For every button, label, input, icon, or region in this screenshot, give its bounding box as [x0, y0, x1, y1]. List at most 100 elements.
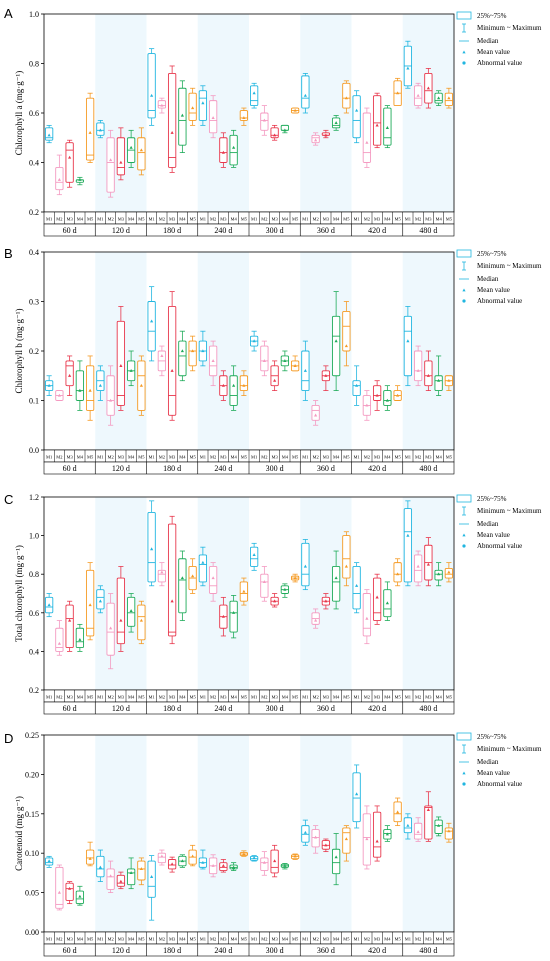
legend-median-label: Median — [477, 758, 499, 766]
y-tick-label: 0.4 — [29, 647, 39, 656]
panel-letter: A — [4, 6, 13, 21]
mean-marker — [221, 614, 225, 618]
box-b-60d-m1 — [44, 375, 54, 396]
iqr-box — [239, 375, 249, 392]
day-label: 180 d — [163, 704, 181, 713]
legend-whisker-label: Minimum ~ Maximum — [477, 507, 542, 515]
treatment-label: M4 — [384, 937, 391, 942]
box-b-240d-m2 — [208, 340, 218, 387]
iqr-box — [372, 811, 382, 858]
box-b-300d-m5 — [290, 355, 300, 372]
treatment-label: M2 — [415, 695, 421, 700]
treatment-label: M1 — [405, 455, 411, 460]
mean-marker — [68, 155, 72, 159]
mean-marker — [160, 854, 164, 858]
mean-marker — [211, 116, 215, 120]
mean-marker — [47, 859, 51, 863]
iqr-box — [85, 569, 95, 637]
treatment-label: M4 — [128, 937, 135, 942]
mean-marker — [437, 572, 441, 576]
legend-mean-swatch — [462, 771, 466, 775]
treatment-label: M5 — [446, 695, 453, 700]
iqr-box — [424, 805, 433, 840]
iqr-box — [65, 604, 74, 648]
box-a-420d-m1 — [352, 90, 361, 144]
box-d-420d-m1 — [352, 764, 361, 829]
box-a-480d-m2 — [413, 82, 423, 109]
day-label: 240 d — [214, 704, 232, 713]
legend-outlier-label: Abnormal value — [477, 297, 522, 305]
mean-marker — [273, 133, 277, 137]
box-d-60d-m1 — [44, 855, 54, 868]
treatment-label: M1 — [97, 217, 103, 222]
treatment-label: M4 — [435, 695, 442, 700]
treatment-label: M3 — [323, 937, 330, 942]
mean-marker — [365, 403, 369, 407]
box-d-240d-m1 — [198, 849, 208, 870]
treatment-label: M5 — [292, 695, 299, 700]
mean-marker — [47, 383, 51, 387]
iqr-box — [116, 137, 126, 176]
mean-marker — [98, 599, 102, 603]
iqr-box — [167, 523, 177, 637]
treatment-label: M5 — [292, 937, 299, 942]
treatment-label: M1 — [97, 695, 103, 700]
mean-marker — [283, 359, 287, 362]
mean-marker — [109, 158, 113, 162]
box-b-60d-m3 — [65, 355, 74, 396]
y-tick-label: 0.2 — [29, 686, 39, 695]
treatment-label: M3 — [425, 217, 432, 222]
treatment-label: M4 — [435, 937, 442, 942]
mean-marker — [324, 843, 328, 847]
iqr-box — [331, 848, 341, 875]
box-b-180d-m3 — [167, 291, 177, 421]
mean-marker — [283, 587, 287, 591]
box-d-420d-m4 — [383, 825, 392, 842]
mean-marker — [232, 611, 236, 614]
mean-marker — [396, 91, 400, 95]
treatment-label: M4 — [77, 217, 84, 222]
iqr-box — [301, 75, 310, 109]
iqr-box — [434, 375, 443, 392]
legend-box-label: 25%~75% — [477, 250, 507, 258]
treatment-label: M5 — [394, 695, 401, 700]
treatment-label: M1 — [148, 455, 154, 460]
box-b-300d-m4 — [280, 350, 290, 372]
treatment-label: M2 — [210, 695, 216, 700]
treatment-label: M4 — [179, 217, 186, 222]
treatment-label: M3 — [169, 455, 176, 460]
mean-marker — [303, 369, 307, 372]
box-d-120d-m3 — [116, 871, 126, 890]
box-c-300d-m2 — [260, 566, 269, 602]
box-c-60d-m5 — [85, 562, 95, 641]
treatment-label: M4 — [230, 695, 237, 700]
box-a-180d-m3 — [167, 65, 177, 173]
treatment-label: M5 — [189, 695, 196, 700]
box-b-360d-m1 — [301, 340, 310, 401]
mean-marker — [221, 864, 225, 867]
treatment-label: M1 — [353, 217, 359, 222]
treatment-label: M5 — [138, 455, 145, 460]
treatment-label: M2 — [107, 217, 113, 222]
treatment-label: M3 — [118, 937, 125, 942]
iqr-box — [342, 310, 351, 352]
treatment-label: M2 — [312, 937, 318, 942]
box-b-360d-m4 — [331, 291, 341, 392]
box-d-480d-m2 — [413, 817, 423, 842]
iqr-box — [362, 112, 372, 163]
mean-marker — [98, 865, 102, 869]
y-tick-label: 0.4 — [29, 248, 39, 257]
treatment-label: M5 — [394, 217, 401, 222]
mean-marker — [119, 160, 123, 164]
box-c-420d-m2 — [362, 589, 372, 645]
mean-marker — [252, 91, 256, 95]
iqr-box — [85, 365, 95, 411]
day-label: 300 d — [266, 226, 284, 235]
mean-marker — [88, 131, 92, 134]
mean-marker — [160, 103, 164, 107]
mean-marker — [252, 339, 256, 343]
iqr-box — [434, 819, 443, 834]
mean-marker — [191, 106, 195, 110]
treatment-label: M4 — [384, 217, 391, 222]
iqr-box — [65, 882, 74, 901]
